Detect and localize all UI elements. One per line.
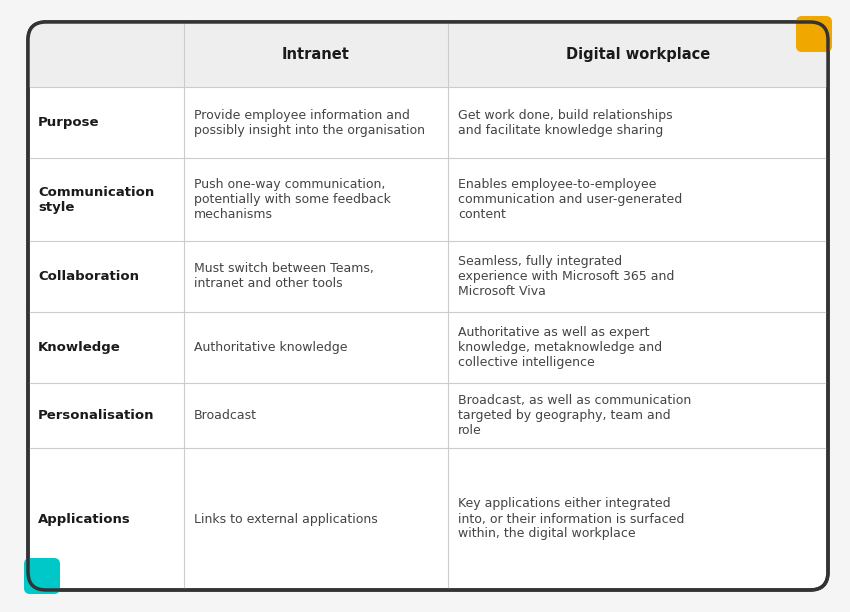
Text: Broadcast, as well as communication
targeted by geography, team and
role: Broadcast, as well as communication targ…: [458, 394, 691, 437]
Text: Seamless, fully integrated
experience with Microsoft 365 and
Microsoft Viva: Seamless, fully integrated experience wi…: [458, 255, 674, 297]
Text: Knowledge: Knowledge: [38, 341, 121, 354]
FancyBboxPatch shape: [796, 16, 832, 52]
FancyBboxPatch shape: [28, 22, 828, 88]
Text: Applications: Applications: [38, 512, 131, 526]
Text: Push one-way communication,
potentially with some feedback
mechanisms: Push one-way communication, potentially …: [194, 178, 391, 221]
Text: Collaboration: Collaboration: [38, 270, 139, 283]
Text: Authoritative knowledge: Authoritative knowledge: [194, 341, 348, 354]
Text: Links to external applications: Links to external applications: [194, 512, 377, 526]
Bar: [28, 69, 828, 88]
Text: Must switch between Teams,
intranet and other tools: Must switch between Teams, intranet and …: [194, 262, 374, 290]
Text: Intranet: Intranet: [282, 47, 350, 62]
FancyBboxPatch shape: [28, 22, 828, 590]
Text: Communication
style: Communication style: [38, 185, 154, 214]
Text: Personalisation: Personalisation: [38, 409, 155, 422]
Text: Broadcast: Broadcast: [194, 409, 257, 422]
Text: Key applications either integrated
into, or their information is surfaced
within: Key applications either integrated into,…: [458, 498, 684, 540]
FancyBboxPatch shape: [24, 558, 60, 594]
Text: Enables employee-to-employee
communication and user-generated
content: Enables employee-to-employee communicati…: [458, 178, 683, 221]
Text: Digital workplace: Digital workplace: [566, 47, 710, 62]
Text: Authoritative as well as expert
knowledge, metaknowledge and
collective intellig: Authoritative as well as expert knowledg…: [458, 326, 662, 368]
Text: Get work done, build relationships
and facilitate knowledge sharing: Get work done, build relationships and f…: [458, 109, 672, 137]
Text: Provide employee information and
possibly insight into the organisation: Provide employee information and possibl…: [194, 109, 425, 137]
Text: Purpose: Purpose: [38, 116, 99, 129]
